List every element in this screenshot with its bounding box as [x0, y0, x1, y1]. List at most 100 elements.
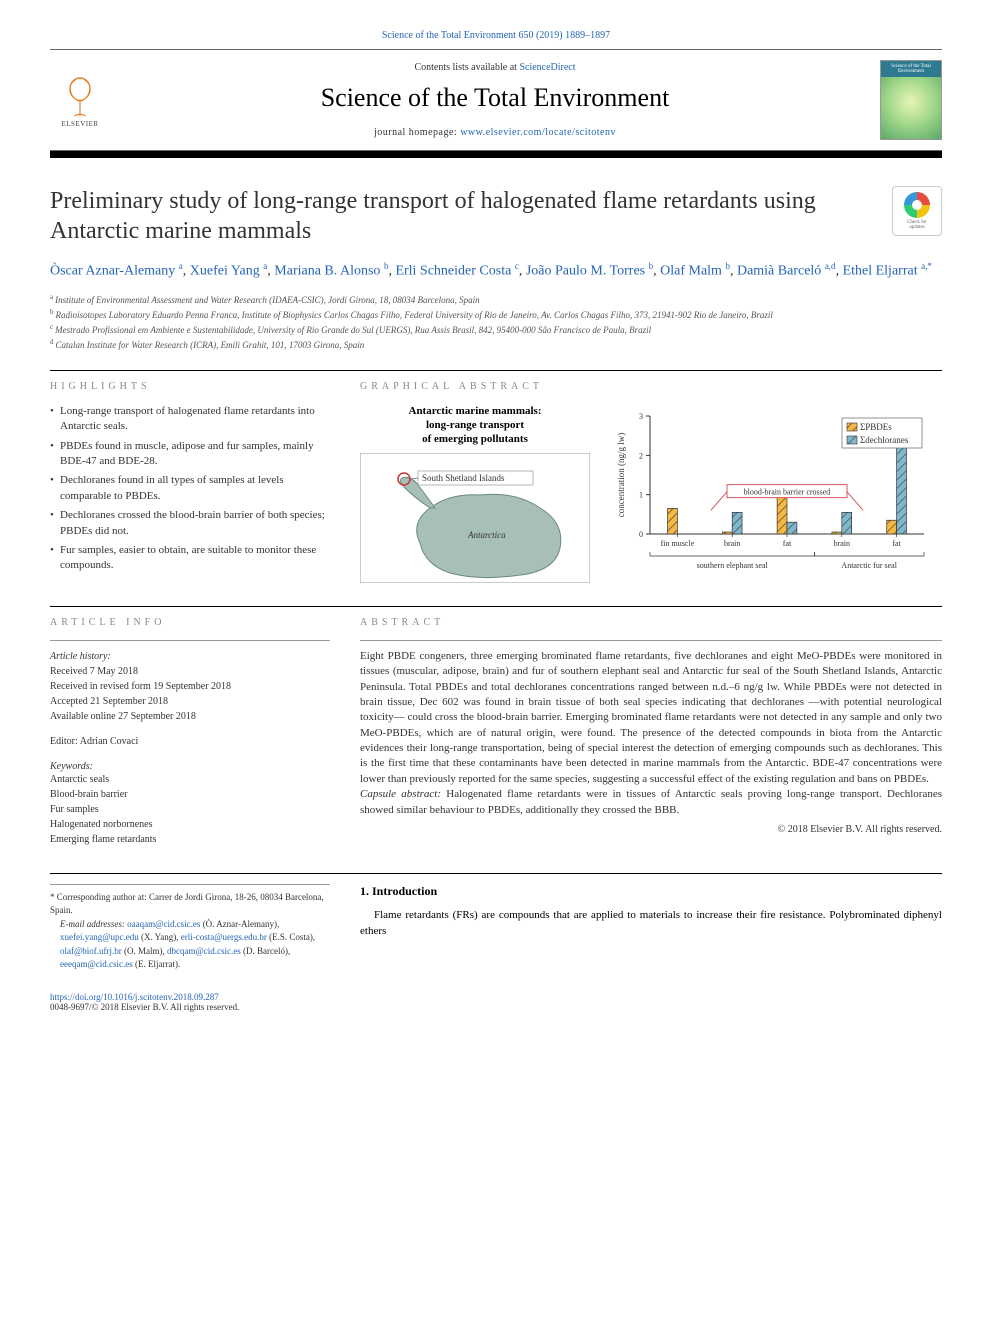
highlight-item: PBDEs found in muscle, adipose and fur s… — [50, 439, 330, 470]
ga-map-title: Antarctic marine mammals: long-range tra… — [360, 404, 590, 447]
email-link[interactable]: olaf@biof.ufrj.br — [60, 946, 122, 956]
affiliation-line: aInstitute of Environmental Assessment a… — [50, 292, 942, 307]
chart-annotation: blood-brain barrier crossed — [744, 488, 831, 497]
cover-title: Science of the Total Environment — [881, 61, 941, 77]
email-link[interactable]: eeeqam@cid.csic.es — [60, 959, 133, 969]
chart-category-label: fin muscle — [661, 539, 695, 548]
author-separator: , — [730, 264, 737, 279]
editor-name: Adrian Covaci — [80, 736, 139, 747]
section-divider — [50, 873, 942, 874]
header-citation-link[interactable]: Science of the Total Environment 650 (20… — [382, 30, 610, 41]
crossmark-icon — [904, 192, 930, 218]
authors-line: Òscar Aznar-Alemany a, Xuefei Yang a, Ma… — [50, 260, 942, 282]
crossmark-text: Check forupdates — [907, 220, 927, 230]
author-affil-sup: a,* — [921, 261, 932, 271]
email-who: (E.S. Costa), — [267, 932, 315, 942]
affiliations: aInstitute of Environmental Assessment a… — [50, 292, 942, 352]
homepage-line: journal homepage: www.elsevier.com/locat… — [110, 127, 880, 138]
keyword-item: Halogenated norbornenes — [50, 817, 330, 832]
history-line: Accepted 21 September 2018 — [50, 694, 330, 709]
highlight-item: Fur samples, easier to obtain, are suita… — [50, 543, 330, 574]
author-affil-sup: a,d — [825, 261, 836, 271]
author-separator: , — [519, 264, 526, 279]
masthead-bar — [50, 151, 942, 158]
abstract-label: ABSTRACT — [360, 617, 942, 628]
history-line: Received 7 May 2018 — [50, 664, 330, 679]
intro-text: Flame retardants (FRs) are compounds tha… — [360, 907, 942, 940]
issn-line: 0048-9697/© 2018 Elsevier B.V. All right… — [50, 1002, 239, 1012]
footer: https://doi.org/10.1016/j.scitotenv.2018… — [50, 992, 942, 1012]
chart-bar — [732, 513, 742, 535]
email-who: (O. Malm), — [122, 946, 167, 956]
corr-star: * — [50, 892, 55, 902]
affiliation-text: Radioisotopes Laboratory Eduardo Penna F… — [56, 310, 773, 320]
chart-bar — [787, 522, 797, 534]
crossmark-badge[interactable]: Check forupdates — [892, 186, 942, 236]
editor-prefix: Editor: — [50, 736, 80, 747]
author-separator: , — [836, 264, 843, 279]
section-divider — [50, 606, 942, 607]
email-who: (D. Barceló), — [241, 946, 290, 956]
chart-bar — [722, 532, 732, 534]
keyword-item: Antarctic seals — [50, 772, 330, 787]
header-citation: Science of the Total Environment 650 (20… — [50, 30, 942, 41]
elsevier-tree-icon — [61, 73, 99, 118]
author-name: João Paulo M. Torres — [526, 264, 649, 279]
email-link[interactable]: xuefei.yang@upc.edu — [60, 932, 139, 942]
chart-category-label: brain — [724, 539, 740, 548]
chart-bar — [897, 434, 907, 534]
sciencedirect-link[interactable]: ScienceDirect — [519, 62, 575, 73]
affiliation-line: cMestrado Profissional em Ambiente e Sus… — [50, 322, 942, 337]
doi-link[interactable]: https://doi.org/10.1016/j.scitotenv.2018… — [50, 992, 219, 1002]
highlight-item: Dechloranes crossed the blood-brain barr… — [50, 508, 330, 539]
chart-ylabel: concentration (ng/g lw) — [616, 433, 626, 517]
abstract-main: Eight PBDE congeners, three emerging bro… — [360, 650, 942, 785]
cover-image — [881, 77, 941, 139]
corresponding-block: * Corresponding author at: Carrer de Jor… — [50, 884, 330, 972]
author-name: Damià Barceló — [737, 264, 825, 279]
map-ssi-label: South Shetland Islands — [422, 473, 505, 483]
keywords-list: Antarctic sealsBlood-brain barrierFur sa… — [50, 772, 330, 847]
chart-bar — [842, 513, 852, 535]
chart-legend-item: Σdechloranes — [860, 435, 909, 445]
email-link[interactable]: oaaqam@cid.csic.es — [127, 919, 200, 929]
email-label: E-mail addresses: — [60, 919, 125, 929]
antarctica-map: South Shetland IslandsAntarctica — [360, 453, 590, 583]
affiliation-sup: a — [50, 293, 53, 301]
abstract-body: Eight PBDE congeners, three emerging bro… — [360, 649, 942, 818]
email-link[interactable]: dbcqam@cid.csic.es — [167, 946, 241, 956]
chart-category-label: fat — [892, 539, 901, 548]
highlights-list: Long-range transport of halogenated flam… — [50, 404, 330, 574]
author-name: Mariana B. Alonso — [274, 264, 384, 279]
graphical-abstract-label: GRAPHICAL ABSTRACT — [360, 381, 942, 392]
affiliation-line: dCatalan Institute for Water Research (I… — [50, 337, 942, 352]
elsevier-label: ELSEVIER — [61, 120, 98, 128]
chart-bar — [832, 532, 842, 534]
chart-ytick: 0 — [639, 530, 643, 539]
author-name: Òscar Aznar-Alemany — [50, 264, 179, 279]
author-name: Olaf Malm — [660, 264, 725, 279]
highlight-item: Long-range transport of halogenated flam… — [50, 404, 330, 435]
chart-group-label: southern elephant seal — [697, 561, 769, 570]
highlight-item: Dechloranes found in all types of sample… — [50, 473, 330, 504]
email-link[interactable]: erli-costa@uergs.edu.br — [181, 932, 267, 942]
affiliation-sup: b — [50, 308, 54, 316]
affiliation-sup: d — [50, 338, 54, 346]
affiliation-text: Catalan Institute for Water Research (IC… — [56, 340, 365, 350]
history-line: Available online 27 September 2018 — [50, 709, 330, 724]
history-line: Received in revised form 19 September 20… — [50, 679, 330, 694]
author-name: Ethel Eljarrat — [843, 264, 922, 279]
affiliation-text: Institute of Environmental Assessment an… — [55, 295, 480, 305]
article-title: Preliminary study of long-range transpor… — [50, 186, 830, 246]
capsule-label: Capsule abstract: — [360, 788, 441, 800]
journal-cover: Science of the Total Environment — [880, 60, 942, 140]
chart-bar — [668, 509, 678, 535]
masthead: ELSEVIER Contents lists available at Sci… — [50, 49, 942, 151]
abstract-copyright: © 2018 Elsevier B.V. All rights reserved… — [360, 824, 942, 835]
capsule-body: Halogenated flame retardants were in tis… — [360, 788, 942, 815]
homepage-link[interactable]: www.elsevier.com/locate/scitotenv — [460, 127, 616, 138]
chart-category-label: fat — [783, 539, 792, 548]
chart-ytick: 3 — [639, 412, 643, 421]
journal-name: Science of the Total Environment — [110, 83, 880, 113]
elsevier-logo: ELSEVIER — [50, 65, 110, 135]
